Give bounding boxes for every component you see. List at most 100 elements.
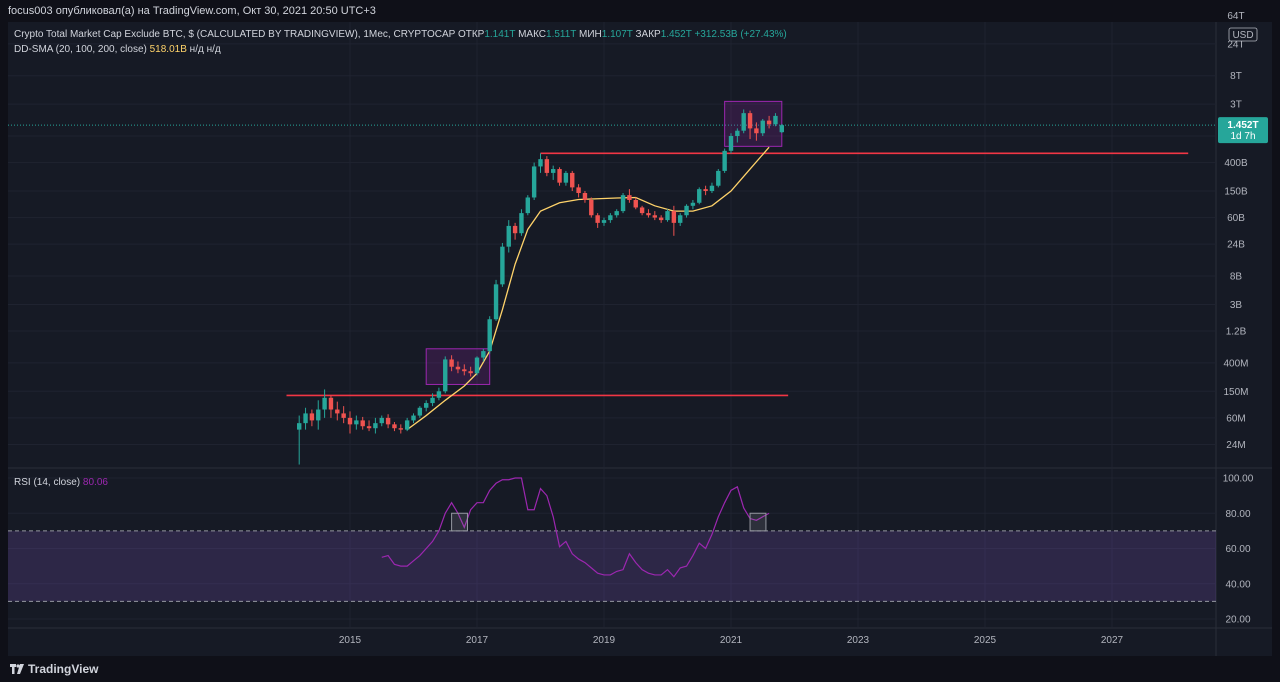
candle-body [589,200,594,216]
y-tick-label: 60M [1226,413,1245,424]
published-info: focus003 опубликовал(а) на TradingView.c… [8,5,376,17]
candle-body [462,369,467,372]
candle-body [722,150,727,171]
y-tick-label: 1.2B [1226,327,1247,338]
candle-body [557,169,562,183]
candle-body [754,128,759,134]
candle-body [506,225,511,247]
candle-body [424,403,429,408]
candle-body [620,195,626,212]
open-label: ОТКР [457,29,485,40]
candle-body [398,428,403,430]
candle-body [544,159,550,173]
x-tick-label: 2019 [593,635,616,646]
candle-body [316,409,321,421]
candle-body [322,397,327,410]
y-tick-label: 8T [1230,71,1242,82]
y-tick-label: 24T [1227,39,1244,50]
candle-body [614,211,619,216]
rsi-legend: RSI (14, close) 80.06 [14,477,108,488]
candle-body [595,215,600,223]
y-tick-label: 3T [1230,100,1242,111]
candle-body [449,359,454,367]
candle-body [328,397,334,410]
candle-body [392,424,397,429]
candle-body [468,371,473,374]
rsi-tick-label: 100.00 [1223,474,1254,485]
y-tick-label: 400M [1223,358,1248,369]
header-bar: focus003 опубликовал(а) на TradingView.c… [0,0,1280,22]
candle-body [335,409,340,414]
sma-legend: DD-SMA (20, 100, 200, close) 518.01B н/д… [14,44,221,55]
y-tick-label: 150M [1223,387,1248,398]
symbol-title: Crypto Total Market Cap Exclude BTC, $ (… [14,29,456,40]
candle-body [766,120,772,125]
candle-body [627,195,632,201]
candle-body [582,193,588,201]
sma-na: н/д н/д [189,44,221,55]
candle-body [411,415,416,421]
rsi-tick-label: 20.00 [1225,615,1250,626]
low-value: 1.107T [601,29,633,40]
candle-body [697,189,702,203]
candle-body [690,202,696,206]
candle-body [303,413,308,424]
candle-body [481,351,486,358]
candle-body [538,159,543,167]
y-tick-label: 150B [1224,187,1248,198]
y-tick-label: 400B [1224,158,1248,169]
low-label: МИН [579,29,602,40]
candle-body [570,172,575,188]
candle-body [639,207,645,214]
candle-body [741,113,746,131]
candle-body [703,189,708,192]
high-value: 1.511T [546,29,577,40]
candle-body [417,407,423,416]
candle-body [735,130,740,136]
candle-body [436,391,442,398]
candle-body [430,397,435,404]
candle-body [601,220,607,223]
price-badge [1218,117,1268,144]
sma-line [406,146,770,431]
candle-body [519,213,524,234]
y-tick-label: 3B [1230,300,1243,311]
close-value: 1.452T [660,29,692,40]
candle-body [658,217,664,221]
change-value: +312.53B (+27.43%) [694,29,787,40]
candle-body [366,426,372,429]
candle-body [341,413,346,418]
x-tick-label: 2027 [1101,635,1124,646]
rsi-tick-label: 60.00 [1225,544,1250,555]
candle-body [652,215,657,218]
close-label: ЗАКР [635,29,661,40]
candle-body [747,113,753,129]
candle-body [297,423,302,430]
rsi-highlight-box [749,512,767,532]
candle-body [347,417,353,425]
tradingview-icon [10,664,24,674]
chart-frame[interactable] [8,22,1272,656]
candle-body [385,417,391,425]
y-tick-label: 24B [1227,240,1245,251]
y-tick-label: 8B [1230,272,1243,283]
candle-body [563,172,569,183]
candle-body [379,417,384,424]
candle-body [500,246,505,285]
candle-body [633,200,638,208]
rsi-band [8,530,1216,602]
y-tick-label: 60B [1227,213,1245,224]
tradingview-logo[interactable]: TradingView [10,662,98,676]
price-badge-value: 1.452T [1227,120,1258,131]
candle-body [671,211,677,223]
high-label: МАКС [518,29,547,40]
candle-body [665,211,670,221]
tradingview-brand: TradingView [28,662,99,676]
rsi-line [381,477,770,578]
sma-value: 518.01B [149,44,187,55]
candle-body [576,187,581,194]
candle-body [373,423,378,429]
candle-body [760,120,765,134]
y-tick-label: 24M [1226,440,1245,451]
